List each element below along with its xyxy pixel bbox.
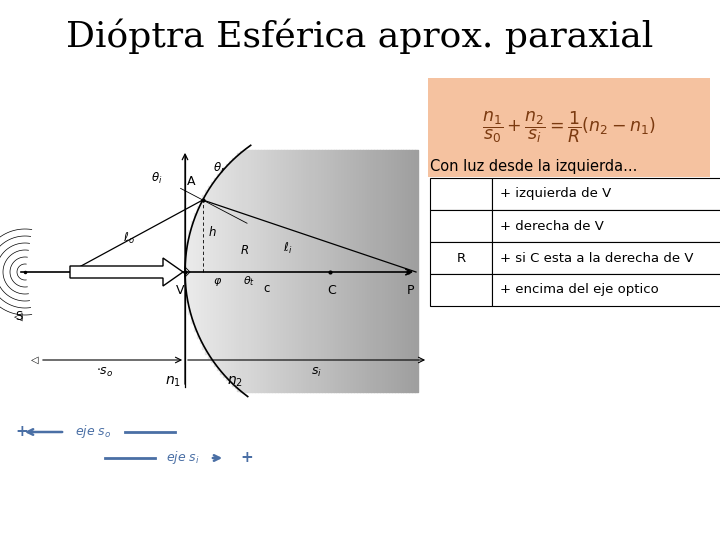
Text: V: V xyxy=(176,284,184,297)
Text: c: c xyxy=(264,282,270,295)
Text: $\theta_t$: $\theta_t$ xyxy=(243,274,255,288)
Text: $\ell_i$: $\ell_i$ xyxy=(283,241,292,256)
Text: $eje\ s_o$: $eje\ s_o$ xyxy=(75,423,111,441)
Text: $\triangleleft$: $\triangleleft$ xyxy=(30,354,40,366)
Bar xyxy=(492,274,720,306)
Text: $h$: $h$ xyxy=(208,225,217,239)
Text: Con luz desde la izquierda...: Con luz desde la izquierda... xyxy=(430,159,637,173)
Text: $\theta_i$: $\theta_i$ xyxy=(150,171,162,186)
Text: $\triangleleft$: $\triangleleft$ xyxy=(13,310,23,323)
Text: $\ell_o$: $\ell_o$ xyxy=(122,231,135,246)
Text: $R$: $R$ xyxy=(240,244,249,257)
Bar xyxy=(430,210,492,242)
Text: Dióptra Esférica aprox. paraxial: Dióptra Esférica aprox. paraxial xyxy=(66,18,654,53)
Bar xyxy=(430,242,492,274)
Text: + encima del eje optico: + encima del eje optico xyxy=(500,284,659,296)
Text: $\dfrac{n_1}{s_0} + \dfrac{n_2}{s_i} = \dfrac{1}{R}(n_2 - n_1)$: $\dfrac{n_1}{s_0} + \dfrac{n_2}{s_i} = \… xyxy=(482,110,656,145)
Bar xyxy=(492,242,720,274)
Text: + izquierda de V: + izquierda de V xyxy=(500,187,611,200)
Text: +: + xyxy=(240,450,253,465)
Text: Importante tener presente convención
de signos utilizada.: Importante tener presente convención de … xyxy=(435,187,693,218)
Text: $n_1$: $n_1$ xyxy=(165,375,181,389)
Text: C: C xyxy=(328,284,336,297)
Polygon shape xyxy=(70,258,183,286)
Text: $\theta_r$: $\theta_r$ xyxy=(212,161,226,176)
Bar xyxy=(492,210,720,242)
Text: $s_i$: $s_i$ xyxy=(310,366,321,379)
Text: + derecha de V: + derecha de V xyxy=(500,219,604,233)
Text: $eje\ s_i$: $eje\ s_i$ xyxy=(166,449,200,467)
FancyBboxPatch shape xyxy=(428,78,710,177)
Bar xyxy=(492,178,720,210)
Bar xyxy=(430,178,492,210)
Text: + si C esta a la derecha de V: + si C esta a la derecha de V xyxy=(500,252,693,265)
Bar xyxy=(430,274,492,306)
Text: A: A xyxy=(186,175,195,188)
Text: S: S xyxy=(15,310,22,323)
Text: $\cdot s_o$: $\cdot s_o$ xyxy=(96,366,114,379)
Text: $n_2$: $n_2$ xyxy=(227,375,243,389)
Text: +: + xyxy=(15,424,28,440)
Text: $\varphi$: $\varphi$ xyxy=(213,276,222,288)
Text: P: P xyxy=(406,284,414,297)
Text: R: R xyxy=(456,252,466,265)
